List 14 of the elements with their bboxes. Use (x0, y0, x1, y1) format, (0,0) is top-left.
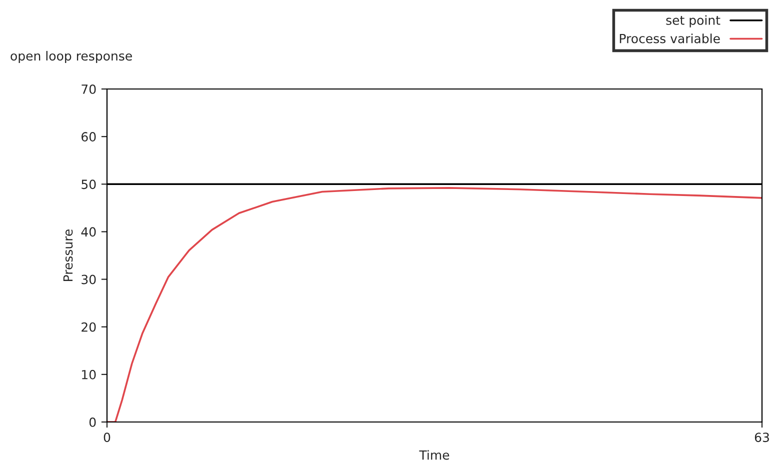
y-tick-label: 40 (81, 227, 96, 237)
x-tick-label: 63 (754, 432, 769, 442)
y-tick-label: 70 (82, 84, 96, 94)
x-axis-title: Time (419, 450, 450, 460)
chart-title: open loop response (10, 50, 132, 64)
y-tick-label: 0 (89, 417, 96, 427)
y-tick-label: 20 (82, 322, 96, 332)
y-tick-label: 30 (82, 274, 96, 284)
y-axis-title: Pressure (63, 229, 73, 281)
y-tick-label: 10 (82, 370, 96, 380)
legend-label: Process variable (620, 34, 720, 44)
y-tick-label: 50 (82, 180, 96, 190)
y-tick-label: 60 (82, 132, 96, 142)
legend-label: set point (666, 15, 720, 28)
